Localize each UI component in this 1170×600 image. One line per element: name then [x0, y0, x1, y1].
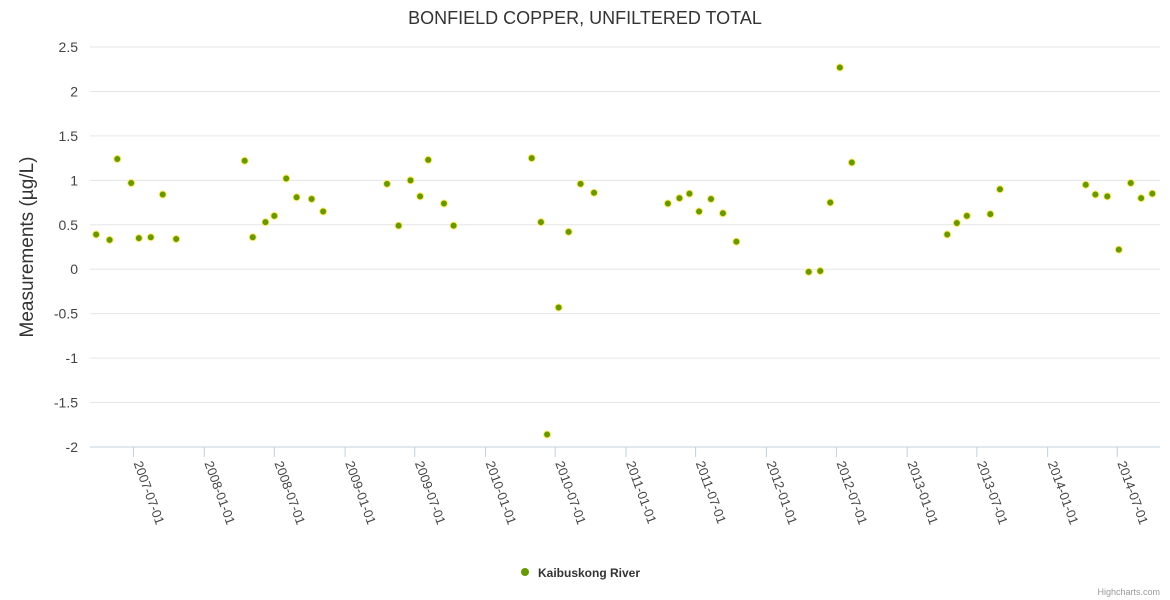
data-point[interactable] [695, 207, 704, 216]
data-point[interactable] [383, 179, 392, 188]
data-point[interactable] [158, 190, 167, 199]
data-point[interactable] [1114, 245, 1123, 254]
legend-marker [521, 568, 529, 576]
data-point[interactable] [134, 234, 143, 243]
data-point[interactable] [804, 267, 813, 276]
data-point[interactable] [248, 233, 257, 242]
data-point[interactable] [1081, 180, 1090, 189]
data-point[interactable] [590, 188, 599, 197]
data-point[interactable] [847, 158, 856, 167]
data-point[interactable] [113, 155, 122, 163]
data-point[interactable] [718, 209, 727, 218]
data-point[interactable] [816, 267, 825, 275]
data-point[interactable] [663, 199, 672, 208]
data-point[interactable] [1103, 192, 1112, 201]
data-point[interactable] [1137, 194, 1146, 203]
data-point[interactable] [952, 219, 961, 227]
y-tick-label: 2.5 [59, 39, 79, 55]
data-point[interactable] [307, 195, 316, 203]
data-point[interactable] [172, 235, 181, 243]
credits-link[interactable]: Highcharts.com [1097, 587, 1160, 597]
data-point[interactable] [675, 194, 684, 203]
y-tick-label: -0.5 [54, 306, 78, 322]
y-axis-ticks: 2.5 2 1.5 1 0.5 0 -0.5 -1 -1.5 -2 [54, 39, 78, 455]
data-point[interactable] [424, 155, 433, 164]
data-point[interactable] [995, 185, 1004, 194]
data-point[interactable] [554, 303, 563, 312]
data-point[interactable] [270, 211, 279, 220]
data-point[interactable] [543, 430, 552, 439]
data-point[interactable] [685, 189, 694, 198]
data-point[interactable] [261, 218, 270, 227]
y-axis-label: Measurements (µg/L) [17, 157, 38, 338]
data-point[interactable] [1126, 179, 1135, 187]
data-point[interactable] [282, 174, 291, 183]
data-point[interactable] [319, 207, 328, 216]
chart-title: BONFIELD COPPER, UNFILTERED TOTAL [408, 8, 762, 28]
y-tick-label: 0 [70, 261, 78, 277]
data-point[interactable] [1148, 189, 1157, 198]
data-point[interactable] [240, 156, 249, 165]
data-point[interactable] [127, 179, 136, 187]
data-point[interactable] [1091, 190, 1100, 199]
y-tick-label: -1 [66, 350, 79, 366]
y-tick-label: 0.5 [59, 217, 79, 233]
y-tick-label: 1.5 [59, 128, 79, 144]
data-point[interactable] [826, 198, 835, 207]
data-point[interactable] [416, 192, 425, 201]
data-point[interactable] [576, 179, 585, 188]
data-point[interactable] [986, 210, 995, 219]
data-point[interactable] [706, 195, 715, 203]
data-point[interactable] [962, 211, 971, 220]
data-point[interactable] [92, 230, 101, 239]
data-point[interactable] [105, 235, 114, 244]
y-tick-label: 2 [70, 83, 78, 99]
data-point[interactable] [394, 221, 403, 230]
legend[interactable]: Kaibuskong River [521, 566, 640, 580]
data-point[interactable] [835, 63, 844, 72]
data-point[interactable] [292, 193, 301, 202]
data-point[interactable] [943, 230, 952, 239]
y-tick-label: -1.5 [54, 395, 78, 411]
data-point[interactable] [732, 237, 741, 246]
grid-lines [90, 46, 1160, 404]
data-point[interactable] [449, 221, 458, 230]
data-point[interactable] [564, 227, 573, 236]
y-tick-label: 1 [70, 172, 78, 188]
data-point[interactable] [439, 199, 448, 208]
legend-item-label[interactable]: Kaibuskong River [538, 566, 640, 580]
data-point[interactable] [536, 218, 545, 227]
y-tick-label: -2 [66, 439, 79, 455]
series-kaibuskong-river[interactable] [92, 63, 1157, 439]
data-point[interactable] [527, 154, 536, 163]
data-point[interactable] [146, 233, 155, 242]
data-point[interactable] [406, 176, 415, 185]
